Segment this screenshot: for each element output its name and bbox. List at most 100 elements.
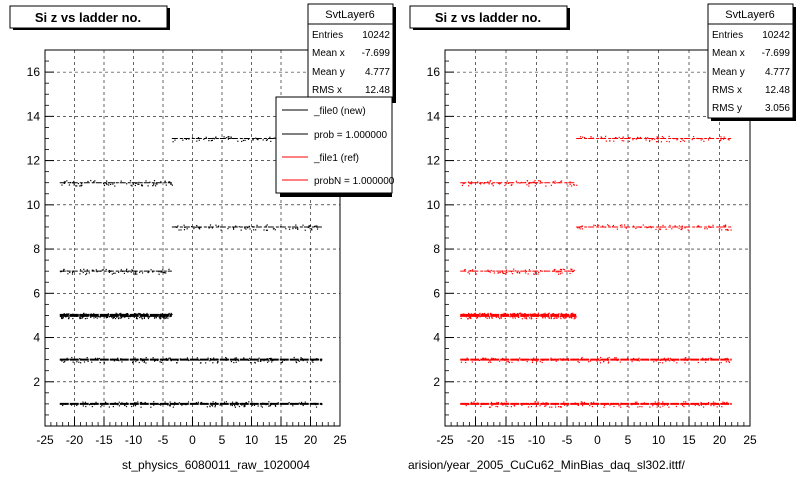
right-scatter-point	[677, 138, 679, 140]
left-scatter-point	[156, 183, 158, 185]
right-scatter-point	[591, 405, 593, 408]
right-scatter-point	[479, 312, 481, 314]
right-scatter-point	[547, 313, 549, 315]
right-scatter-point	[721, 406, 723, 408]
right-scatter-point	[462, 183, 464, 185]
left-scatter-point	[295, 224, 297, 226]
right-scatter-point	[537, 401, 539, 403]
right-scatter-point	[466, 357, 468, 359]
left-scatter-point	[99, 361, 101, 364]
right-scatter-point	[567, 270, 569, 272]
left-y-tick-label: 4	[33, 331, 40, 345]
left-scatter-point	[143, 317, 145, 320]
right-scatter-point	[658, 402, 660, 404]
left-scatter-point	[195, 226, 197, 228]
left-scatter-point	[81, 184, 83, 186]
right-scatter-point	[654, 401, 656, 403]
right-scatter-point	[580, 401, 582, 403]
left-scatter-point	[234, 357, 236, 359]
left-scatter-point	[268, 357, 270, 360]
left-scatter-point	[78, 314, 81, 316]
right-scatter-point	[581, 356, 583, 359]
left-scatter-point	[263, 360, 265, 362]
left-scatter-point	[134, 273, 136, 275]
right-scatter-point	[637, 406, 639, 408]
left-scatter-point	[218, 225, 220, 227]
right-scatter-point	[638, 357, 640, 359]
left-scatter-point	[79, 317, 81, 320]
left-scatter-point	[265, 225, 267, 227]
left-scatter-point	[168, 181, 170, 183]
right-scatter-point	[723, 402, 725, 404]
right-scatter-point	[683, 401, 685, 403]
left-scatter-point	[209, 360, 211, 362]
left-scatter-point	[130, 271, 132, 273]
left-stats-value: 4.777	[365, 67, 390, 78]
right-scatter-point	[465, 361, 467, 364]
right-scatter-point	[608, 361, 610, 363]
right-scatter-point	[511, 273, 514, 275]
right-scatter-point	[558, 273, 560, 275]
left-scatter-point	[138, 312, 140, 315]
left-scatter-point	[108, 316, 111, 318]
left-scatter-point	[230, 136, 232, 138]
right-scatter-point	[550, 184, 552, 186]
left-scatter-point	[198, 228, 201, 230]
right-scatter-point	[511, 361, 513, 363]
left-scatter-point	[262, 139, 264, 141]
right-scatter-point	[613, 405, 615, 408]
right-scatter-point	[556, 317, 558, 319]
right-x-tick-label: 10	[652, 433, 666, 447]
right-scatter-point	[684, 357, 686, 359]
left-scatter-point	[121, 316, 123, 318]
left-x-tick-label: 20	[304, 433, 318, 447]
right-scatter-point	[687, 229, 689, 231]
right-scatter-point	[627, 137, 630, 139]
left-scatter-point	[72, 317, 74, 320]
left-scatter-point	[316, 358, 318, 360]
right-scatter-point	[537, 273, 539, 275]
left-scatter-point	[105, 317, 107, 319]
left-scatter-point	[206, 406, 208, 408]
right-scatter-point	[542, 317, 544, 319]
left-scatter-point	[207, 357, 209, 359]
left-scatter-point	[68, 313, 70, 315]
left-scatter-point	[158, 271, 160, 273]
left-scatter-point	[162, 316, 165, 318]
right-scatter-point	[657, 137, 659, 139]
right-scatter-point	[657, 401, 659, 403]
right-scatter-point	[557, 271, 559, 273]
left-scatter-point	[79, 316, 81, 318]
right-scatter-point	[681, 404, 684, 407]
right-scatter-point	[519, 357, 521, 359]
left-scatter-point	[281, 361, 284, 363]
right-scatter-point	[572, 312, 574, 314]
right-scatter-point	[656, 406, 658, 408]
left-scatter-point	[238, 226, 240, 228]
right-scatter-point	[504, 312, 507, 315]
right-scatter-point	[518, 271, 521, 274]
right-scatter-point	[463, 269, 466, 271]
left-scatter-point	[297, 228, 299, 231]
left-scatter-point	[167, 317, 169, 319]
left-scatter-point	[165, 272, 167, 274]
left-scatter-point	[127, 271, 129, 273]
right-scatter-point	[497, 272, 499, 274]
right-scatter-point	[705, 361, 707, 363]
right-scatter-point	[618, 136, 620, 139]
left-scatter-point	[208, 140, 210, 142]
right-scatter-point	[569, 272, 571, 275]
right-scatter-point	[528, 359, 530, 361]
left-scatter-point	[108, 406, 110, 408]
left-scatter-point	[212, 362, 214, 364]
left-scatter-point	[71, 356, 73, 359]
right-scatter-point	[685, 401, 687, 403]
right-scatter-point	[599, 360, 601, 362]
left-scatter-point	[147, 317, 150, 320]
left-scatter-point	[187, 401, 190, 403]
right-scatter-point	[470, 181, 473, 183]
right-scatter-point	[541, 316, 544, 318]
left-scatter-point	[267, 361, 269, 363]
left-y-tick-label: 10	[27, 198, 41, 212]
right-scatter-point	[578, 226, 580, 229]
